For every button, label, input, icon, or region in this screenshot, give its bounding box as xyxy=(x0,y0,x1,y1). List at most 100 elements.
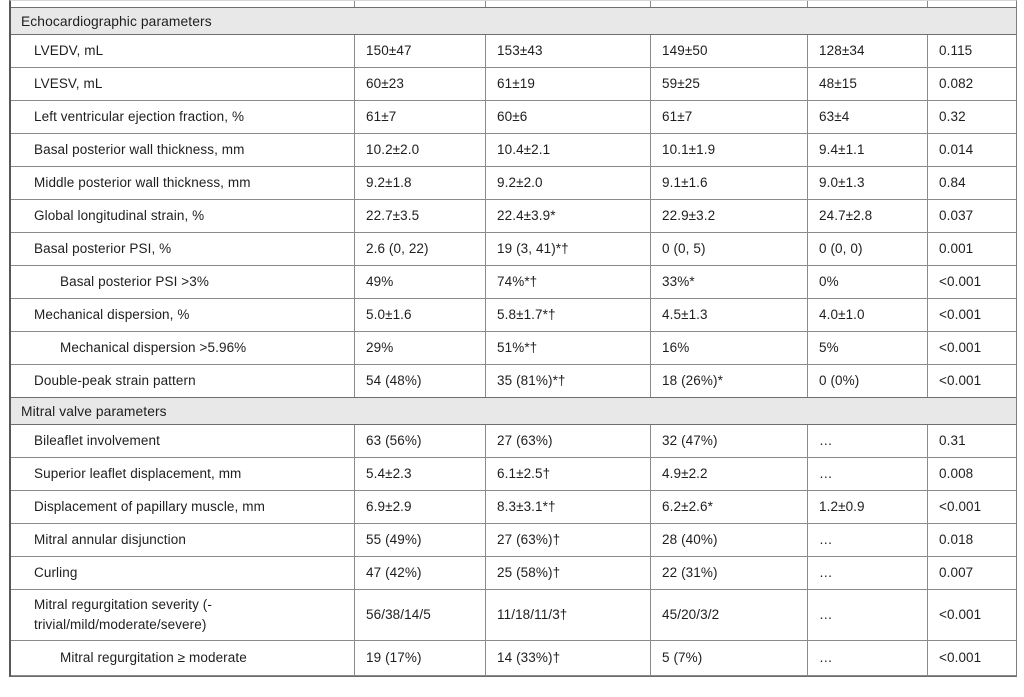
cell-pvalue: 0.008 xyxy=(939,466,974,482)
cell-pvalue: 0.037 xyxy=(939,208,974,224)
cell-value: 4.9±2.2 xyxy=(651,458,808,490)
cell-value: 0 (0, 0) xyxy=(808,233,928,265)
row-label: Left ventricular ejection fraction, % xyxy=(11,101,355,133)
clipped-cell xyxy=(808,1,928,7)
cell-value: 33%* xyxy=(651,266,808,298)
cell-value: 29% xyxy=(355,332,486,364)
cell-value: 25 (58%)† xyxy=(486,557,651,589)
cell-pvalue: 0.082 xyxy=(939,76,974,92)
cell-value: 9.4±1.1 xyxy=(808,134,928,166)
cell-value: 6.1±2.5† xyxy=(486,458,651,490)
cell-value: 4.5±1.3 xyxy=(651,299,808,331)
cell-value: 0% xyxy=(808,266,928,298)
cell-value: 4.0±1.0 xyxy=(808,299,928,331)
row-label: Basal posterior PSI >3% xyxy=(11,266,355,298)
table-row: Mechanical dispersion >5.96% 29% 51%*† 1… xyxy=(11,332,1016,365)
row-label: Displacement of papillary muscle, mm xyxy=(11,491,355,523)
cell-value: 5 (7%) xyxy=(651,641,808,675)
cell-value: … xyxy=(808,524,928,556)
table-row: Left ventricular ejection fraction, % 61… xyxy=(11,101,1016,134)
row-label: Double-peak strain pattern xyxy=(11,365,355,397)
clipped-cell xyxy=(928,1,1016,7)
cell-value: 61±19 xyxy=(486,68,651,100)
table-row: Basal posterior wall thickness, mm 10.2±… xyxy=(11,134,1016,167)
cell-value: 55 (49%) xyxy=(355,524,486,556)
cell-pvalue: <0.001 xyxy=(939,373,982,389)
cell-pvalue: <0.001 xyxy=(939,274,982,290)
cell-pvalue: <0.001 xyxy=(939,607,982,623)
cell-value: 54 (48%) xyxy=(355,365,486,397)
cell-pvalue: 0.014 xyxy=(939,142,974,158)
cell-value: 1.2±0.9 xyxy=(808,491,928,523)
clipped-cell xyxy=(486,1,651,7)
cell-value: 5.0±1.6 xyxy=(355,299,486,331)
cell-value: 128±34 xyxy=(808,35,928,67)
cell-pvalue: <0.001 xyxy=(939,499,982,515)
cell-value: 8.3±3.1*† xyxy=(486,491,651,523)
cell-pvalue: 0.31 xyxy=(939,433,966,449)
cell-value: 59±25 xyxy=(651,68,808,100)
row-label: Mechanical dispersion >5.96% xyxy=(11,332,355,364)
cell-pvalue: 0.32 xyxy=(939,109,966,125)
cell-value: 61±7 xyxy=(651,101,808,133)
clipped-top-row xyxy=(11,1,1016,8)
table-row: Curling 47 (42%) 25 (58%)† 22 (31%) … 0.… xyxy=(11,557,1016,590)
cell-value: 60±6 xyxy=(486,101,651,133)
cell-value: … xyxy=(808,641,928,675)
cell-value: 28 (40%) xyxy=(651,524,808,556)
cell-value: 22 (31%) xyxy=(651,557,808,589)
cell-pvalue: 0.115 xyxy=(939,43,973,59)
row-label: LVEDV, mL xyxy=(11,35,355,67)
cell-value: 35 (81%)*† xyxy=(486,365,651,397)
row-label: Basal posterior PSI, % xyxy=(11,233,355,265)
cell-value: … xyxy=(808,590,928,640)
cell-value: 9.1±1.6 xyxy=(651,167,808,199)
cell-value: 22.9±3.2 xyxy=(651,200,808,232)
cell-value: 22.4±3.9* xyxy=(486,200,651,232)
table-row: LVEDV, mL 150±47 153±43 149±50 128±34 0.… xyxy=(11,35,1016,68)
table-row: Double-peak strain pattern 54 (48%) 35 (… xyxy=(11,365,1016,398)
table-row: Mechanical dispersion, % 5.0±1.6 5.8±1.7… xyxy=(11,299,1016,332)
table-row: Middle posterior wall thickness, mm 9.2±… xyxy=(11,167,1016,200)
cell-value: 47 (42%) xyxy=(355,557,486,589)
table-row: Mitral regurgitation ≥ moderate 19 (17%)… xyxy=(11,641,1016,676)
table-row: Mitral regurgitation severity (-trivial/… xyxy=(11,590,1016,641)
section-header-mitral-valve: Mitral valve parameters xyxy=(11,397,1016,425)
cell-pvalue: <0.001 xyxy=(939,340,982,356)
parameters-table: Echocardiographic parameters LVEDV, mL 1… xyxy=(9,0,1017,677)
table-row: Superior leaflet displacement, mm 5.4±2.… xyxy=(11,458,1016,491)
row-label: LVESV, mL xyxy=(11,68,355,100)
cell-pvalue: <0.001 xyxy=(939,307,982,323)
row-label: Bileaflet involvement xyxy=(11,425,355,457)
cell-pvalue: 0.001 xyxy=(939,241,974,257)
cell-value: 9.2±2.0 xyxy=(486,167,651,199)
row-label: Middle posterior wall thickness, mm xyxy=(11,167,355,199)
cell-value: 48±15 xyxy=(808,68,928,100)
cell-value: 18 (26%)* xyxy=(651,365,808,397)
clipped-cell xyxy=(355,1,486,7)
cell-value: 10.1±1.9 xyxy=(651,134,808,166)
cell-value: 2.6 (0, 22) xyxy=(355,233,486,265)
cell-value: 5% xyxy=(808,332,928,364)
cell-value: 10.4±2.1 xyxy=(486,134,651,166)
cell-value: 19 (3, 41)*† xyxy=(486,233,651,265)
table-row: Basal posterior PSI >3% 49% 74%*† 33%* 0… xyxy=(11,266,1016,299)
cell-value: 9.2±1.8 xyxy=(355,167,486,199)
cell-value: … xyxy=(808,557,928,589)
row-label: Mitral annular disjunction xyxy=(11,524,355,556)
cell-value: 9.0±1.3 xyxy=(808,167,928,199)
cell-value: 24.7±2.8 xyxy=(808,200,928,232)
cell-value: … xyxy=(808,458,928,490)
cell-value: 60±23 xyxy=(355,68,486,100)
cell-value: 0 (0%) xyxy=(808,365,928,397)
cell-value: 45/20/3/2 xyxy=(651,590,808,640)
cell-value: 63±4 xyxy=(808,101,928,133)
cell-value: 5.4±2.3 xyxy=(355,458,486,490)
section-header-echocardiographic: Echocardiographic parameters xyxy=(11,7,1016,35)
cell-value: 32 (47%) xyxy=(651,425,808,457)
cell-value: 27 (63%) xyxy=(486,425,651,457)
cell-value: 19 (17%) xyxy=(355,641,486,675)
cell-value: 5.8±1.7*† xyxy=(486,299,651,331)
cell-value: 51%*† xyxy=(486,332,651,364)
table-row: LVESV, mL 60±23 61±19 59±25 48±15 0.082 xyxy=(11,68,1016,101)
